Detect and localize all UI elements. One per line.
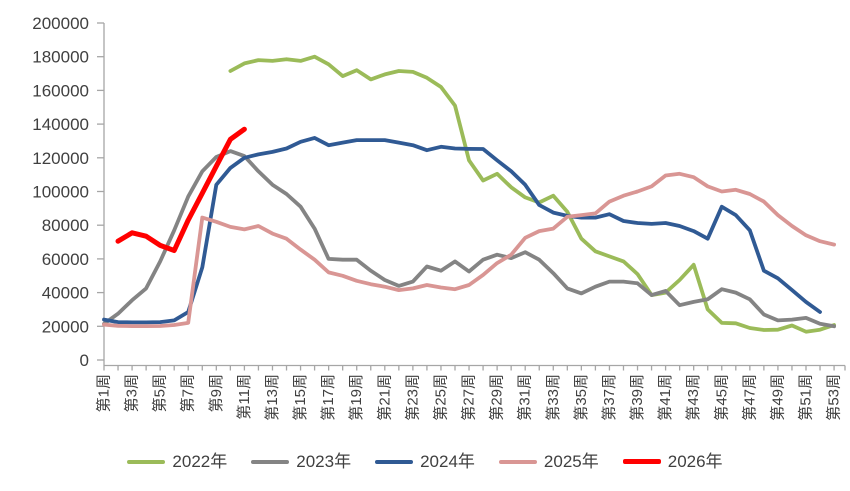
series-line-2024 bbox=[102, 135, 822, 325]
series-line-2023 bbox=[102, 149, 836, 329]
x-tick-label: 第43周 bbox=[684, 374, 702, 421]
y-tick-label: 80000 bbox=[42, 216, 89, 235]
legend-label-2023: 2023年 bbox=[296, 452, 352, 471]
x-tick-label: 第47周 bbox=[740, 374, 758, 421]
x-tick-label: 第11周 bbox=[235, 374, 253, 420]
legend-swatch-2025 bbox=[498, 459, 537, 464]
legend-label-2024: 2024年 bbox=[420, 452, 475, 471]
x-tick-label: 第35周 bbox=[572, 374, 590, 421]
y-tick-label: 180000 bbox=[32, 48, 89, 67]
legend-swatch-2023 bbox=[251, 459, 290, 464]
x-tick-label: 第29周 bbox=[488, 374, 506, 421]
x-tick-label: 第19周 bbox=[347, 374, 365, 421]
x-tick-label: 第45周 bbox=[712, 374, 730, 421]
x-tick-label: 第21周 bbox=[375, 374, 393, 421]
y-tick-label: 20000 bbox=[42, 317, 89, 336]
series-line-2025 bbox=[102, 171, 836, 329]
legend-item-2023: 2023年 bbox=[251, 453, 351, 470]
chart-legend: 2022年 2023年 2024年 2025年 2026年 bbox=[0, 453, 850, 470]
x-tick-label: 第17周 bbox=[319, 374, 337, 421]
legend-swatch-2024 bbox=[375, 459, 414, 464]
x-tick-label: 第23周 bbox=[403, 374, 421, 421]
x-tick-label: 第15周 bbox=[291, 374, 309, 421]
y-tick-label: 160000 bbox=[32, 81, 89, 100]
x-tick-label: 第39周 bbox=[628, 374, 646, 421]
x-tick-label: 第33周 bbox=[544, 374, 562, 421]
x-tick-label: 第27周 bbox=[460, 374, 478, 421]
x-tick-label: 第25周 bbox=[431, 374, 449, 421]
y-tick-label: 60000 bbox=[42, 250, 89, 269]
x-tick-label: 第7周 bbox=[179, 374, 197, 412]
y-tick-label: 0 bbox=[80, 351, 89, 370]
legend-label-2026: 2026年 bbox=[667, 452, 723, 471]
x-tick-label: 第41周 bbox=[656, 374, 674, 421]
series-line-2026 bbox=[115, 126, 247, 253]
legend-swatch-2026 bbox=[622, 459, 661, 464]
legend-item-2026: 2026年 bbox=[622, 452, 723, 471]
x-tick-label: 第49周 bbox=[768, 374, 786, 421]
x-tick-label: 第53周 bbox=[825, 374, 843, 421]
legend-item-2022: 2022年 bbox=[127, 453, 227, 470]
legend-item-2025: 2025年 bbox=[498, 452, 599, 471]
legend-swatch-2022 bbox=[127, 459, 166, 464]
legend-label-2022: 2022年 bbox=[172, 452, 228, 471]
legend-label-2025: 2025年 bbox=[543, 452, 599, 471]
y-tick-label: 40000 bbox=[42, 284, 89, 303]
x-tick-label: 第5周 bbox=[151, 374, 169, 412]
x-tick-label: 第31周 bbox=[516, 374, 534, 421]
x-tick-label: 第3周 bbox=[123, 374, 141, 412]
line-chart: 0 20000 40000 60000 80000 100000 120000 140000 1… bbox=[32, 14, 846, 421]
x-tick-label: 第51周 bbox=[797, 374, 815, 421]
y-tick-label: 200000 bbox=[32, 14, 89, 33]
legend-item-2024: 2024年 bbox=[375, 453, 475, 470]
y-tick-label: 140000 bbox=[32, 115, 89, 134]
x-tick-label: 第9周 bbox=[207, 374, 225, 412]
x-tick-label: 第1周 bbox=[95, 374, 113, 412]
x-tick-label: 第37周 bbox=[600, 374, 618, 421]
x-tick-label: 第13周 bbox=[263, 374, 281, 421]
y-tick-label: 100000 bbox=[32, 183, 89, 202]
y-tick-label: 120000 bbox=[32, 149, 89, 168]
series-line-2022 bbox=[228, 54, 836, 334]
